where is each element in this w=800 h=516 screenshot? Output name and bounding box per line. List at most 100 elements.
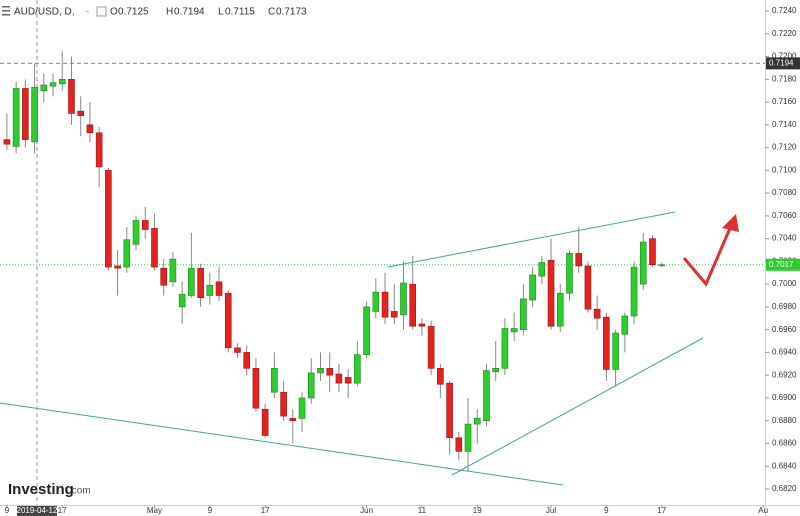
candle-body [556,292,564,327]
candle-body [317,368,324,374]
candle-body [40,84,48,91]
candle-body [160,267,167,286]
x-tick-label: May [147,506,162,515]
candle-body [224,292,232,349]
candle-body [612,332,619,370]
trend-line [451,337,704,476]
candle-body [335,373,343,384]
x-tick-label: 17 [657,506,666,515]
candle-body [169,258,177,283]
candle-body [141,220,149,230]
candle-body [639,241,647,285]
header-icon [96,6,107,17]
candle-body [197,267,204,299]
y-tick-label: 0.7200 [772,52,797,61]
candle-body [22,88,29,140]
candle-body [372,291,380,312]
y-tick-label: 0.7240 [772,6,797,15]
candle-body [575,253,583,267]
x-tick-label: 19 [473,506,482,515]
candle-body [547,259,555,327]
crosshair-date-box [17,506,57,516]
drawings [0,211,739,486]
x-tick-label: Jun [360,506,373,515]
candle-body [307,372,315,399]
header-label: O [110,7,118,18]
candle-body [3,139,11,145]
x-tick-label: 9 [604,506,609,515]
candle-body [261,409,269,436]
x-tick-label: 17 [58,506,67,515]
y-tick-label: 0.7220 [772,29,797,38]
price-label: 0.7194 [769,58,794,67]
candle-body [529,274,536,301]
candle-body [566,253,573,294]
candle-body [344,377,352,384]
watermark-brand: Investing [8,481,74,498]
header-value: 0.7115 [225,7,255,18]
y-tick-label: 0.6900 [772,393,797,402]
header-value: 0.7125 [118,7,149,18]
candle-body [630,266,638,317]
y-tick-label: 0.6840 [772,461,797,470]
watermark: Investing .com [8,481,91,498]
candle-body [95,132,103,168]
candle-body [188,267,195,296]
y-tick-label: 0.6980 [772,302,797,311]
price-label-box [766,258,800,271]
candle-body [326,368,333,376]
candle-body [215,281,223,296]
candle-body [58,79,66,85]
y-tick-label: 0.6820 [772,484,797,493]
menu-icon [2,14,10,16]
y-tick-label: 0.7080 [772,188,797,197]
header-label: C [268,7,275,18]
candle-body [31,86,38,143]
arrow [682,225,733,287]
price-label-box [766,57,800,70]
y-tick-label: 0.6880 [772,416,797,425]
header-label: L [218,7,224,18]
x-tick-label: Au [758,506,768,515]
candle-body [132,220,140,245]
x-tick-label: 9 [5,506,10,515]
candle-body [446,382,453,439]
candle-body [381,291,389,318]
candle-body [520,298,527,330]
trend-line [387,211,676,268]
header-label: H [166,7,173,18]
menu-icon [2,10,10,12]
y-tick-label: 0.6860 [772,439,797,448]
candle-body [271,368,278,393]
candle-body [354,354,361,384]
y-tick-label: 0.7180 [772,74,797,83]
y-tick-label: 0.6940 [772,348,797,357]
candle-body [621,315,629,335]
candle-body [658,264,666,267]
y-tick-label: 0.7120 [772,143,797,152]
candle-body [437,368,444,385]
candle-body [280,391,287,417]
header-icon: - [86,7,89,18]
candle-body [151,228,158,268]
candle-body [206,284,214,296]
candle-body [12,88,20,147]
header-value: 0.7194 [174,7,205,18]
candle-body [49,82,57,87]
candle-body [483,370,490,421]
y-tick-label: 0.7060 [772,211,797,220]
y-tick-label: 0.7000 [772,279,797,288]
candle-body [649,238,656,266]
candle-body [603,316,610,370]
candle-body [123,239,131,268]
candle-body [363,306,370,355]
candle-body [464,423,472,452]
candle-body [252,368,260,409]
candle-body [455,437,463,452]
candle-body [289,418,297,421]
x-tick-label: Jul [546,506,556,515]
candle-body [492,368,500,373]
candle-body [68,79,75,114]
